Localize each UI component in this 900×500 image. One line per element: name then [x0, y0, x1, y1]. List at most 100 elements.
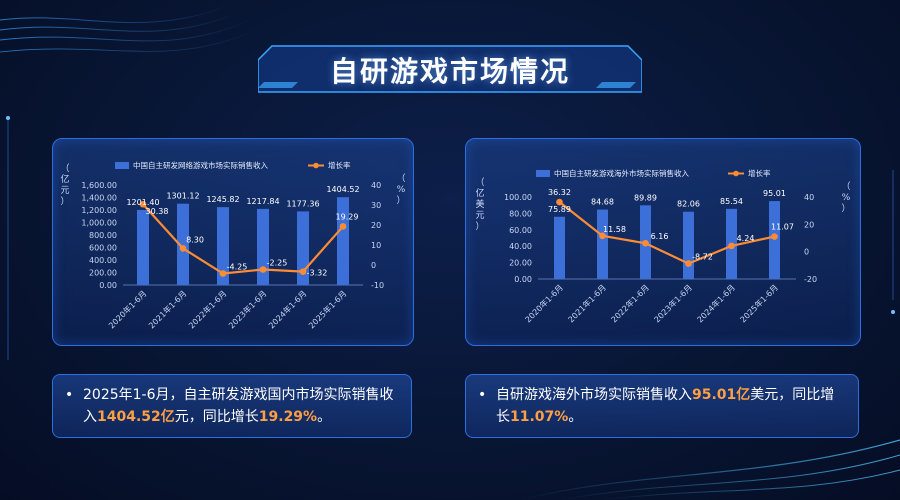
- legend-bar-label: 中国自主研发网络游戏市场实际销售收入: [133, 160, 268, 170]
- bar-value-label: 82.06: [677, 200, 700, 209]
- summary-text: 自研游戏海外市场实际销售收入: [496, 387, 692, 403]
- growth-rate-label: 36.32: [548, 188, 571, 197]
- page-title-banner: 自研游戏市场情况: [258, 42, 642, 96]
- legend-line-marker: [733, 170, 739, 177]
- overseas-chart-panel: 中国自主研发游戏海外市场实际销售收入 增长率（亿美元）（%） 0.00 20.00 40…: [465, 138, 861, 346]
- y2-tick-label: 0: [371, 261, 376, 270]
- bar: [597, 209, 608, 279]
- summary-revenue-highlight: 95.01亿: [692, 387, 751, 403]
- x-tick-label: 2021年1-6月: [566, 282, 608, 324]
- growth-rate-label: -8.72: [692, 253, 713, 262]
- y-tick-label: 20.00: [509, 259, 532, 268]
- page-title: 自研游戏市场情况: [329, 55, 570, 88]
- legend-line-marker: [313, 162, 319, 169]
- growth-rate-point: [599, 232, 606, 240]
- growth-rate-label: 6.16: [651, 232, 669, 241]
- growth-rate-point: [642, 239, 649, 247]
- bullet-marker: •: [478, 387, 487, 403]
- y2-tick-label: -10: [371, 281, 384, 290]
- y-tick-label: 400.00: [89, 256, 117, 265]
- bar-value-label: 1217.84: [246, 197, 279, 206]
- y-tick-label: 800.00: [89, 231, 117, 240]
- y-tick-label: 1,200.00: [81, 206, 117, 215]
- bar-value-label: 75.89: [548, 205, 571, 214]
- growth-rate-label: 8.30: [186, 235, 204, 244]
- x-tick-label: 2023年1-6月: [652, 282, 694, 324]
- x-tick-label: 2021年1-6月: [146, 288, 188, 330]
- bar: [769, 201, 780, 279]
- y-axis-title-char: 亿: [60, 173, 69, 185]
- x-tick-label: 2023年1-6月: [226, 288, 268, 330]
- x-tick-label: 2025年1-6月: [738, 282, 780, 324]
- y2-tick-label: 40: [804, 193, 814, 202]
- y-axis-title-char: （: [475, 177, 484, 188]
- bar: [554, 216, 565, 279]
- x-tick-label: 2025年1-6月: [306, 288, 348, 330]
- summary-text: 2025年1-6月，自主研发游戏国内市场实际销售收入: [83, 387, 394, 425]
- growth-rate-label: -3.32: [307, 269, 328, 278]
- y-tick-label: 0.00: [514, 275, 532, 284]
- growth-rate-point: [259, 266, 267, 273]
- growth-rate-point: [179, 245, 187, 252]
- bar-value-label: 1301.12: [166, 192, 199, 201]
- y2-tick-label: 0: [804, 248, 809, 257]
- summary-revenue-highlight: 1404.52亿: [97, 409, 175, 425]
- summary-growth-highlight: 19.29%: [258, 409, 318, 425]
- y2-tick-label: 20: [804, 220, 814, 229]
- y2-axis-title-char: %: [842, 193, 851, 203]
- y2-tick-label: -20: [804, 275, 817, 284]
- x-tick-label: 2022年1-6月: [609, 282, 651, 324]
- bar-value-label: 84.68: [591, 198, 614, 207]
- growth-rate-point: [771, 233, 778, 240]
- y-axis-title-char: 美: [475, 198, 484, 210]
- legend-bar-swatch: [536, 170, 550, 177]
- y-tick-label: 1,000.00: [81, 219, 117, 228]
- y-tick-label: 0.00: [99, 281, 117, 290]
- domestic-chart-panel: 中国自主研发网络游戏市场实际销售收入 增长率（亿元）（%） 0.00 200.00 40…: [52, 138, 414, 346]
- growth-rate-point: [299, 268, 307, 275]
- growth-rate-label: 19.29: [336, 212, 359, 221]
- y2-axis-title-char: ）: [841, 203, 850, 214]
- x-tick-label: 2022年1-6月: [186, 288, 228, 330]
- legend-bar-swatch: [115, 162, 129, 169]
- domestic-summary: • 2025年1-6月，自主研发游戏国内市场实际销售收入1404.52亿元，同比增…: [52, 374, 412, 438]
- x-tick-label: 2020年1-6月: [523, 282, 565, 324]
- overseas-revenue-chart: 中国自主研发游戏海外市场实际销售收入 增长率（亿美元）（%）0.0020.0040…: [475, 168, 851, 324]
- growth-rate-label: 4.24: [737, 234, 755, 243]
- bar-value-label: 1201.40: [126, 198, 159, 207]
- growth-rate-point: [685, 260, 692, 267]
- y-tick-label: 100.00: [504, 193, 532, 202]
- growth-rate-label: 11.07: [771, 223, 794, 232]
- bar: [257, 208, 269, 285]
- growth-rate-label: 30.38: [146, 207, 169, 216]
- y-tick-label: 1,400.00: [81, 194, 117, 203]
- growth-rate-line: [142, 203, 344, 275]
- summary-text: 元，同比增长: [174, 409, 259, 425]
- y-axis-title-char: （: [60, 163, 69, 174]
- y2-tick-label: 10: [371, 241, 381, 250]
- growth-rate-point: [728, 242, 735, 250]
- y-axis-title-char: ）: [60, 196, 69, 207]
- bar: [137, 209, 149, 285]
- growth-rate-point: [219, 270, 227, 277]
- growth-rate-line: [558, 201, 775, 265]
- y-tick-label: 80.00: [509, 209, 532, 218]
- bar: [683, 211, 694, 279]
- y-tick-label: 40.00: [509, 242, 532, 251]
- y2-tick-label: 40: [371, 181, 381, 190]
- bullet-marker: •: [65, 387, 74, 403]
- domestic-revenue-chart: 中国自主研发网络游戏市场实际销售收入 增长率（亿元）（%）0.00200.0040…: [60, 160, 405, 330]
- bar-value-label: 89.89: [634, 193, 657, 202]
- y2-axis-title-char: ）: [396, 195, 405, 206]
- x-tick-label: 2024年1-6月: [266, 288, 308, 330]
- growth-rate-point: [139, 200, 147, 208]
- growth-rate-label: -2.25: [267, 259, 288, 268]
- summary-text: 。: [568, 409, 583, 425]
- growth-rate-point: [339, 223, 347, 230]
- legend-bar-label: 中国自主研发游戏海外市场实际销售收入: [554, 168, 689, 178]
- bar-value-label: 1245.82: [206, 195, 239, 204]
- y-tick-label: 200.00: [89, 269, 117, 278]
- y-axis-title-char: 亿: [475, 187, 484, 199]
- bar-value-label: 95.01: [763, 189, 786, 198]
- y2-axis-title-char: （: [841, 181, 850, 192]
